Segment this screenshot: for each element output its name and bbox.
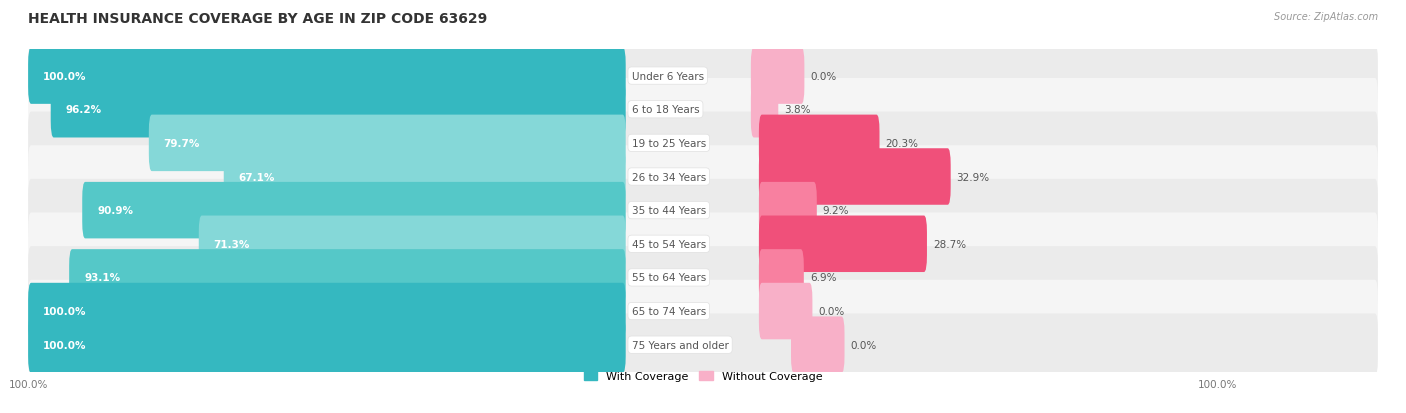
FancyBboxPatch shape [759, 183, 817, 239]
Text: 79.7%: 79.7% [163, 138, 200, 149]
FancyBboxPatch shape [28, 45, 1378, 108]
Text: 35 to 44 Years: 35 to 44 Years [631, 206, 706, 216]
FancyBboxPatch shape [28, 112, 1378, 175]
FancyBboxPatch shape [69, 249, 626, 306]
FancyBboxPatch shape [28, 146, 1378, 208]
Text: 67.1%: 67.1% [239, 172, 276, 182]
FancyBboxPatch shape [28, 213, 1378, 275]
Text: 100.0%: 100.0% [44, 71, 87, 81]
Text: 9.2%: 9.2% [823, 206, 849, 216]
Text: 6 to 18 Years: 6 to 18 Years [631, 105, 699, 115]
Text: 6.9%: 6.9% [810, 273, 837, 283]
FancyBboxPatch shape [751, 82, 779, 138]
FancyBboxPatch shape [198, 216, 626, 273]
Text: 32.9%: 32.9% [956, 172, 990, 182]
Text: Source: ZipAtlas.com: Source: ZipAtlas.com [1274, 12, 1378, 22]
FancyBboxPatch shape [28, 283, 626, 339]
Legend: With Coverage, Without Coverage: With Coverage, Without Coverage [579, 366, 827, 385]
Text: 28.7%: 28.7% [934, 239, 966, 249]
Text: 45 to 54 Years: 45 to 54 Years [631, 239, 706, 249]
Text: HEALTH INSURANCE COVERAGE BY AGE IN ZIP CODE 63629: HEALTH INSURANCE COVERAGE BY AGE IN ZIP … [28, 12, 488, 26]
FancyBboxPatch shape [28, 79, 1378, 141]
Text: 93.1%: 93.1% [84, 273, 120, 283]
FancyBboxPatch shape [759, 216, 927, 273]
FancyBboxPatch shape [51, 82, 626, 138]
FancyBboxPatch shape [759, 149, 950, 205]
Text: 75 Years and older: 75 Years and older [631, 340, 728, 350]
Text: 90.9%: 90.9% [97, 206, 134, 216]
Text: 19 to 25 Years: 19 to 25 Years [631, 138, 706, 149]
FancyBboxPatch shape [759, 115, 880, 172]
FancyBboxPatch shape [28, 313, 1378, 376]
Text: 0.0%: 0.0% [810, 71, 837, 81]
Text: 0.0%: 0.0% [818, 306, 845, 316]
FancyBboxPatch shape [28, 179, 1378, 242]
Text: 65 to 74 Years: 65 to 74 Years [631, 306, 706, 316]
FancyBboxPatch shape [792, 317, 845, 373]
Text: 96.2%: 96.2% [66, 105, 101, 115]
FancyBboxPatch shape [28, 247, 1378, 309]
Text: 100.0%: 100.0% [44, 340, 87, 350]
Text: 26 to 34 Years: 26 to 34 Years [631, 172, 706, 182]
FancyBboxPatch shape [759, 249, 804, 306]
Text: 20.3%: 20.3% [886, 138, 918, 149]
FancyBboxPatch shape [28, 317, 626, 373]
FancyBboxPatch shape [82, 183, 626, 239]
Text: 71.3%: 71.3% [214, 239, 250, 249]
Text: Under 6 Years: Under 6 Years [631, 71, 704, 81]
FancyBboxPatch shape [28, 280, 1378, 342]
FancyBboxPatch shape [759, 283, 813, 339]
FancyBboxPatch shape [224, 149, 626, 205]
Text: 3.8%: 3.8% [785, 105, 811, 115]
FancyBboxPatch shape [28, 48, 626, 104]
Text: 100.0%: 100.0% [44, 306, 87, 316]
FancyBboxPatch shape [149, 115, 626, 172]
Text: 0.0%: 0.0% [851, 340, 877, 350]
FancyBboxPatch shape [751, 48, 804, 104]
Text: 55 to 64 Years: 55 to 64 Years [631, 273, 706, 283]
